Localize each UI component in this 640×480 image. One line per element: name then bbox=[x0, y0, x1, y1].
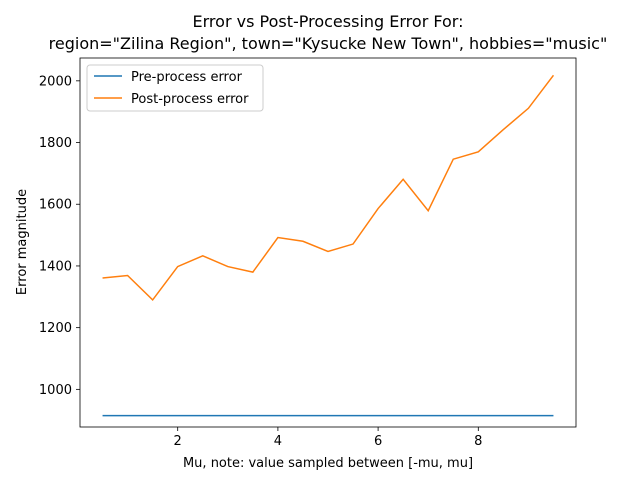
x-tick-label: 2 bbox=[174, 434, 182, 449]
y-tick-label: 2000 bbox=[39, 74, 72, 89]
legend-box bbox=[86, 64, 264, 112]
chart-title-line1: Error vs Post-Processing Error For: bbox=[193, 12, 464, 31]
legend: Pre-process error Post-process error bbox=[86, 64, 264, 112]
y-tick-label: 1600 bbox=[39, 198, 72, 213]
legend-label-pre: Pre-process error bbox=[131, 70, 243, 85]
x-axis-label: Mu, note: value sampled between [-mu, mu… bbox=[183, 456, 473, 471]
x-tick-label: 6 bbox=[374, 434, 382, 449]
x-tick-label: 4 bbox=[274, 434, 282, 449]
legend-label-post: Post-process error bbox=[131, 92, 249, 107]
y-tick-label: 1000 bbox=[39, 383, 72, 398]
y-tick-label: 1800 bbox=[39, 136, 72, 151]
plot-frame bbox=[79, 57, 577, 428]
y-tick-label: 1400 bbox=[39, 259, 72, 274]
x-tick-label: 8 bbox=[474, 434, 482, 449]
x-ticks: 2 4 6 8 bbox=[174, 427, 482, 449]
chart-title-line2: region="Zilina Region", town="Kysucke Ne… bbox=[49, 34, 608, 53]
plot-area bbox=[102, 74, 555, 417]
y-axis-label: Error magnitude bbox=[15, 189, 30, 295]
y-tick-label: 1200 bbox=[39, 321, 72, 336]
y-ticks: 1000 1200 1400 1600 1800 2000 bbox=[39, 74, 80, 398]
